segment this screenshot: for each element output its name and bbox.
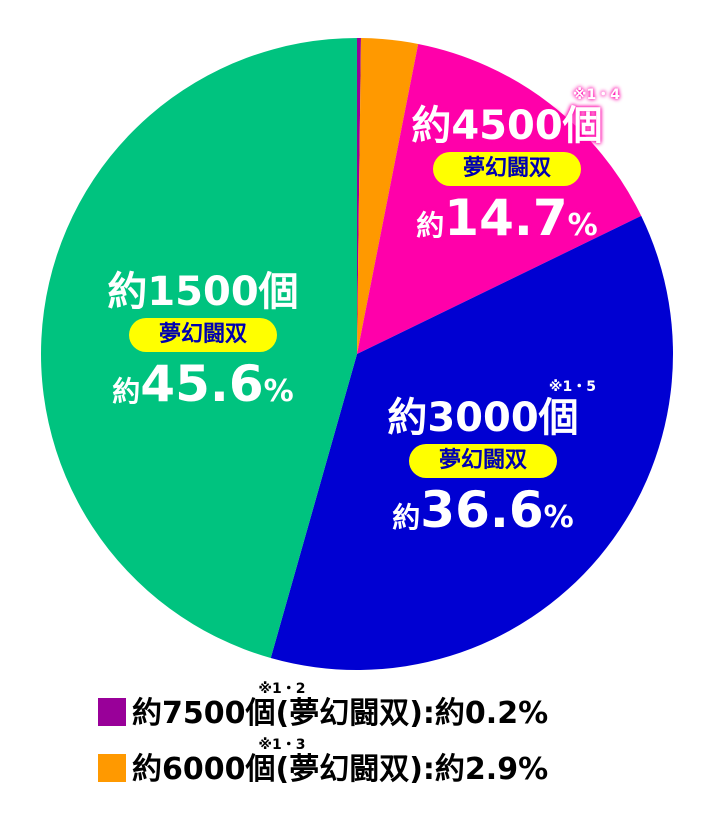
legend-swatch [98,754,126,782]
pie-slice-3 [270,215,673,670]
legend-swatch [98,698,126,726]
pie-slice-1 [357,38,419,354]
legend-count: 約7500個 [132,696,276,731]
pct-prefix: 約 [112,375,141,408]
legend-count: 約6000個 [132,752,276,787]
pct-unit: % [567,208,598,243]
note: ※1・5 [548,379,596,395]
pct-value: 14.7 [444,189,568,247]
slice-label-3000: 約3000個 ※1・5 夢幻闘双 約36.6% [368,380,598,546]
count-label: 約3000個 [387,395,579,441]
category-pill: 夢幻闘双 [128,318,277,352]
pct-prefix: 約 [416,209,445,242]
legend-rest: (夢幻闘双):約2.9% [275,752,549,787]
slice-label-4500: 約4500個 ※1・4 夢幻闘双 約14.7% [392,88,622,254]
pct-value: 36.6 [420,481,544,539]
category-pill: 夢幻闘双 [408,444,557,478]
slice-label-1500: 約1500個 夢幻闘双 約45.6% [88,270,318,420]
note: ※1・4 [572,87,620,103]
category-pill: 夢幻闘双 [432,152,581,186]
pct-unit: % [263,374,294,409]
count-label: 約1500個 [107,269,299,315]
legend-note: ※1・2 [258,681,306,697]
legend-item-7500: 約7500個 ※1・2 (夢幻闘双):約0.2% [98,682,549,732]
legend-item-6000: 約6000個 ※1・3 (夢幻闘双):約2.9% [98,738,549,788]
pie-slice-0 [357,38,361,354]
pie-slice-2 [357,43,642,354]
pct-prefix: 約 [392,501,421,534]
legend-rest: (夢幻闘双):約0.2% [275,696,549,731]
pct-unit: % [543,500,574,535]
legend-note: ※1・3 [258,737,306,753]
pct-value: 45.6 [140,355,264,413]
count-label: 約4500個 [411,103,603,149]
